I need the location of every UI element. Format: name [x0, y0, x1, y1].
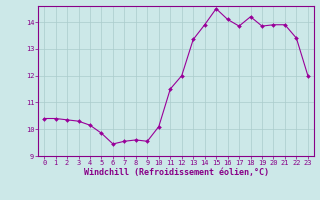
X-axis label: Windchill (Refroidissement éolien,°C): Windchill (Refroidissement éolien,°C) — [84, 168, 268, 177]
